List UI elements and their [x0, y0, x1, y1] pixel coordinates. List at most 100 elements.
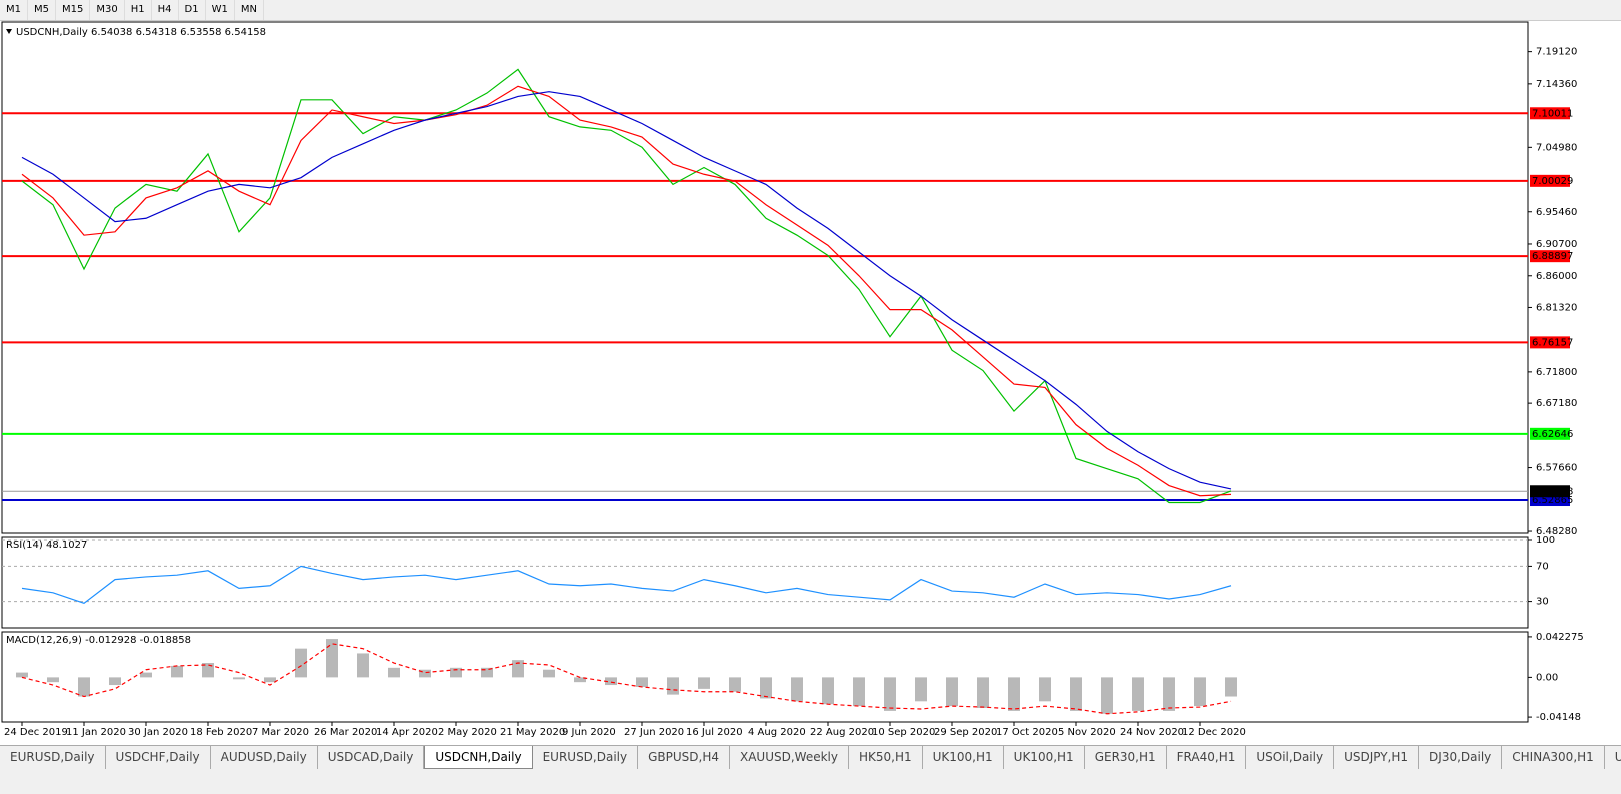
chart-tab[interactable]: AUDUSD,Daily — [211, 746, 318, 769]
histogram-bar — [78, 677, 90, 697]
chart-tab[interactable]: EURUSD,Daily — [533, 746, 639, 769]
histogram-bar — [791, 677, 803, 702]
high: 6.54318 — [136, 27, 177, 38]
chart-tab[interactable]: XAUUSD,Weekly — [730, 746, 849, 769]
y-tick-label: 6.81320 — [1536, 302, 1577, 313]
histogram-bar — [419, 669, 431, 678]
timeframe-button[interactable]: H4 — [152, 0, 179, 20]
price-level-label: 6.76157 — [1532, 337, 1573, 348]
y-tick-label: 6.90700 — [1536, 239, 1577, 250]
chart-tab[interactable]: US — [1605, 746, 1621, 769]
x-tick-label: 11 Jan 2020 — [66, 727, 126, 738]
chart-tab[interactable]: GBPUSD,H4 — [638, 746, 730, 769]
x-tick-label: 21 May 2020 — [500, 727, 565, 738]
price-level-tag — [1530, 174, 1570, 187]
price-level-label: 7.00029 — [1532, 176, 1573, 187]
histogram-bar — [1039, 677, 1051, 702]
price-level-label: 6.88897 — [1532, 251, 1573, 262]
collapse-icon — [6, 29, 12, 34]
x-tick-label: 14 Apr 2020 — [376, 727, 438, 738]
price-level-label: 6.52865 — [1532, 495, 1573, 506]
histogram-bar — [16, 672, 28, 678]
y-tick-label: 6.48280 — [1536, 526, 1577, 537]
timeframe-button[interactable]: M15 — [56, 0, 91, 20]
timeframe-button[interactable]: M5 — [28, 0, 56, 20]
chart-tab[interactable]: USDCAD,Daily — [318, 746, 425, 769]
histogram-bar — [481, 667, 493, 678]
series-line — [21, 68, 1232, 504]
histogram-bar — [822, 677, 834, 705]
series-line — [21, 643, 1232, 715]
chart-tab[interactable]: USDCNH,Daily — [424, 746, 533, 769]
price-panel — [1, 21, 1529, 534]
symbol: USDCNH,Daily — [16, 27, 88, 38]
histogram-bar — [1101, 677, 1113, 714]
histogram-bar — [109, 677, 121, 686]
y-tick-label: 6.86000 — [1536, 271, 1577, 282]
y-tick-label: 6.67180 — [1536, 398, 1577, 409]
chart-tab[interactable]: USDJPY,H1 — [1334, 746, 1420, 769]
histogram-bar — [977, 677, 989, 709]
x-tick-label: 7 Mar 2020 — [252, 727, 309, 738]
x-tick-label: 4 Aug 2020 — [748, 727, 806, 738]
histogram-bar — [698, 677, 710, 689]
x-tick-label: 16 Jul 2020 — [686, 727, 743, 738]
timeframe-button[interactable]: H1 — [125, 0, 152, 20]
x-tick-label: 18 Feb 2020 — [190, 727, 252, 738]
histogram-bar — [574, 677, 586, 683]
histogram-bar — [264, 677, 276, 683]
y-tick-label: -0.04148 — [1536, 712, 1581, 723]
timeframe-button[interactable]: D1 — [179, 0, 206, 20]
histogram-bar — [605, 677, 617, 686]
x-tick-label: 10 Sep 2020 — [872, 727, 935, 738]
x-tick-label: 2 May 2020 — [438, 727, 497, 738]
timeframe-button[interactable]: MN — [235, 0, 264, 20]
y-tick-label: 7.04980 — [1536, 142, 1577, 153]
x-tick-label: 12 Dec 2020 — [1182, 727, 1246, 738]
x-tick-label: 24 Dec 2019 — [4, 727, 68, 738]
y-tick-label: 70 — [1536, 561, 1549, 572]
timeframe-button[interactable]: W1 — [206, 0, 235, 20]
open: 6.54038 — [91, 27, 132, 38]
chart-tab[interactable]: USOil,Daily — [1246, 746, 1335, 769]
chart-tab[interactable]: UK100,H1 — [923, 746, 1004, 769]
chart-tab[interactable]: GER30,H1 — [1085, 746, 1167, 769]
series-line — [21, 565, 1232, 605]
histogram-bar — [388, 667, 400, 678]
series-line — [21, 91, 1232, 490]
histogram-bar — [47, 677, 59, 683]
price-level-tag — [1530, 250, 1570, 263]
x-tick-label: 5 Nov 2020 — [1058, 727, 1116, 738]
price-level-tag — [1530, 336, 1570, 349]
chart-tab[interactable]: USDCHF,Daily — [106, 746, 211, 769]
timeframe-button[interactable]: M30 — [90, 0, 125, 20]
timeframe-button[interactable]: M1 — [0, 0, 28, 20]
histogram-bar — [512, 660, 524, 678]
histogram-bar — [295, 648, 307, 678]
chart-tab[interactable]: CHINA300,H1 — [1502, 746, 1605, 769]
price-level-label: 7.10011 — [1532, 108, 1573, 119]
chart-tabs: EURUSD,Daily USDCHF,Daily AUDUSD,Daily USDC… — [0, 745, 1621, 769]
rsi-title: RSI(14) 48.1027 — [6, 540, 87, 551]
chart-tab[interactable]: HK50,H1 — [849, 746, 923, 769]
histogram-bar — [1132, 677, 1144, 711]
last-price-tag — [1530, 485, 1570, 498]
chart-tab[interactable]: EURUSD,Daily — [0, 746, 106, 769]
price-level-tag — [1530, 107, 1570, 120]
histogram-bar — [543, 669, 555, 678]
chart-tab[interactable]: UK100,H1 — [1004, 746, 1085, 769]
timeframe-toolbar: M1 M5 M15 M30 H1 H4 D1 W1 MN — [0, 0, 1621, 21]
price-level-label: 6.62646 — [1532, 429, 1573, 440]
histogram-bar — [202, 663, 214, 678]
last-price-label: 6.54158 — [1532, 486, 1573, 497]
x-tick-label: 27 Jun 2020 — [624, 727, 684, 738]
chart-window: USDCNH,Daily 6.54038 6.54318 6.53558 6.5… — [0, 20, 1621, 745]
histogram-bar — [760, 677, 772, 699]
chart-tab[interactable]: FRA40,H1 — [1167, 746, 1247, 769]
chart-tab[interactable]: DJ30,Daily — [1419, 746, 1503, 769]
x-tick-label: 30 Jan 2020 — [128, 727, 188, 738]
y-tick-label: 30 — [1536, 597, 1549, 608]
y-tick-label: 0.042275 — [1536, 632, 1584, 643]
chart-header: USDCNH,Daily 6.54038 6.54318 6.53558 6.5… — [16, 27, 266, 38]
histogram-bar — [946, 677, 958, 707]
